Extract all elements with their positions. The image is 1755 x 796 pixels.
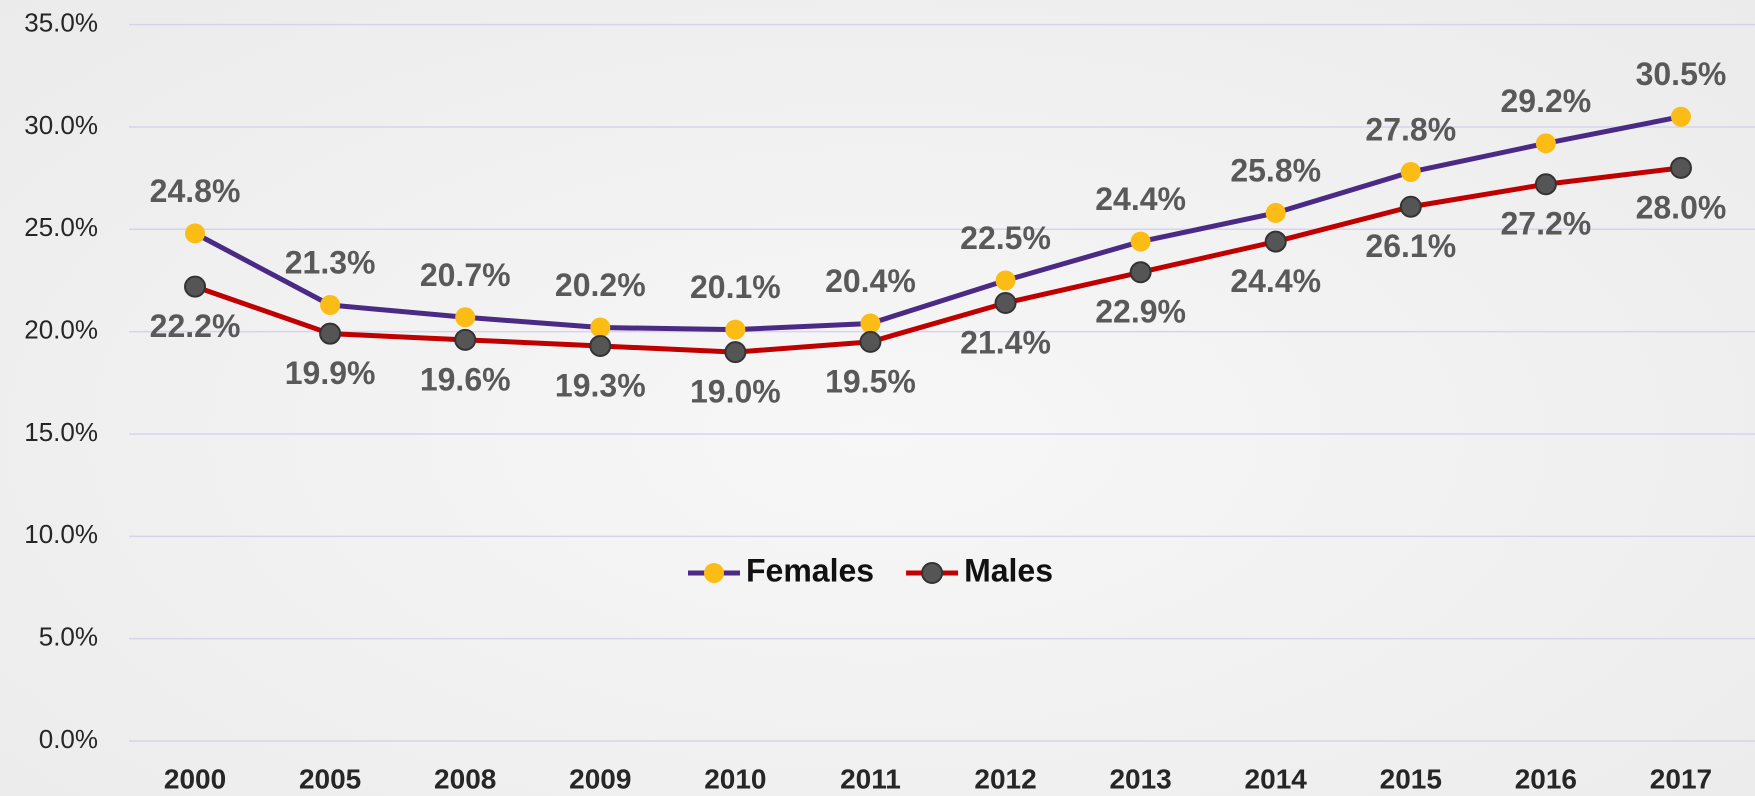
- data-label: 29.2%: [1501, 83, 1592, 119]
- data-label: 26.1%: [1365, 228, 1456, 264]
- data-label: 19.6%: [420, 361, 511, 397]
- marker: [1670, 106, 1691, 127]
- data-label: 20.2%: [555, 267, 646, 303]
- data-label: 27.8%: [1365, 111, 1456, 147]
- data-label: 21.4%: [960, 324, 1051, 360]
- marker: [1669, 156, 1692, 179]
- legend-label: Females: [746, 552, 874, 588]
- x-tick-label: 2013: [1109, 763, 1171, 794]
- x-tick-label: 2000: [164, 763, 226, 794]
- marker: [589, 334, 612, 357]
- y-tick-label: 0.0%: [39, 724, 98, 754]
- data-label: 20.4%: [825, 263, 916, 299]
- y-tick-label: 30.0%: [24, 110, 98, 140]
- x-tick-label: 2009: [569, 763, 631, 794]
- series-line: [193, 114, 1682, 333]
- series-line: [194, 165, 1682, 355]
- marker: [184, 275, 207, 298]
- data-label: 24.8%: [150, 173, 241, 209]
- x-tick-label: 2010: [704, 763, 766, 794]
- marker: [590, 317, 611, 338]
- data-label: 25.8%: [1230, 152, 1321, 188]
- marker: [319, 322, 342, 345]
- marker: [725, 319, 746, 340]
- legend-marker: [704, 563, 724, 583]
- data-label: 22.5%: [960, 220, 1051, 256]
- marker: [1129, 261, 1152, 284]
- marker: [860, 313, 881, 334]
- marker: [454, 328, 477, 351]
- marker: [1534, 173, 1557, 196]
- data-label: 20.7%: [420, 257, 511, 293]
- y-tick-label: 35.0%: [24, 7, 98, 37]
- marker: [859, 330, 882, 353]
- data-label: 28.0%: [1636, 189, 1727, 225]
- x-tick-label: 2008: [434, 763, 496, 794]
- marker: [185, 223, 206, 244]
- x-tick-label: 2015: [1380, 763, 1442, 794]
- x-tick-label: 2012: [974, 763, 1036, 794]
- legend-label: Males: [964, 552, 1053, 588]
- legend-marker: [921, 562, 944, 584]
- data-label: 22.9%: [1095, 294, 1186, 330]
- y-tick-label: 25.0%: [24, 212, 98, 242]
- data-label: 30.5%: [1636, 56, 1727, 92]
- data-label: 19.0%: [690, 374, 781, 410]
- x-tick-label: 2017: [1650, 763, 1712, 794]
- x-tick-label: 2005: [299, 763, 361, 794]
- marker: [995, 270, 1016, 291]
- y-tick-label: 10.0%: [24, 519, 98, 549]
- marker: [994, 291, 1017, 314]
- marker: [724, 341, 747, 364]
- y-tick-label: 20.0%: [24, 315, 98, 345]
- x-tick-label: 2011: [840, 763, 901, 794]
- data-label: 27.2%: [1501, 206, 1592, 242]
- marker: [1130, 231, 1151, 252]
- data-label: 20.1%: [690, 269, 781, 305]
- data-label: 24.4%: [1095, 181, 1186, 217]
- marker: [1399, 195, 1422, 218]
- data-label: 19.5%: [825, 363, 916, 399]
- x-tick-label: 2014: [1245, 763, 1308, 794]
- data-label: 19.9%: [285, 355, 376, 391]
- y-tick-label: 5.0%: [39, 622, 98, 652]
- x-tick-label: 2016: [1515, 763, 1577, 794]
- marker: [320, 295, 341, 316]
- data-label: 21.3%: [285, 244, 376, 280]
- marker: [1400, 161, 1421, 182]
- data-label: 19.3%: [555, 367, 646, 403]
- marker: [1264, 230, 1287, 253]
- marker: [455, 307, 476, 328]
- y-tick-label: 15.0%: [24, 417, 98, 447]
- marker: [1265, 202, 1286, 223]
- data-label: 22.2%: [150, 308, 241, 344]
- data-label: 24.4%: [1230, 263, 1321, 299]
- marker: [1535, 133, 1556, 154]
